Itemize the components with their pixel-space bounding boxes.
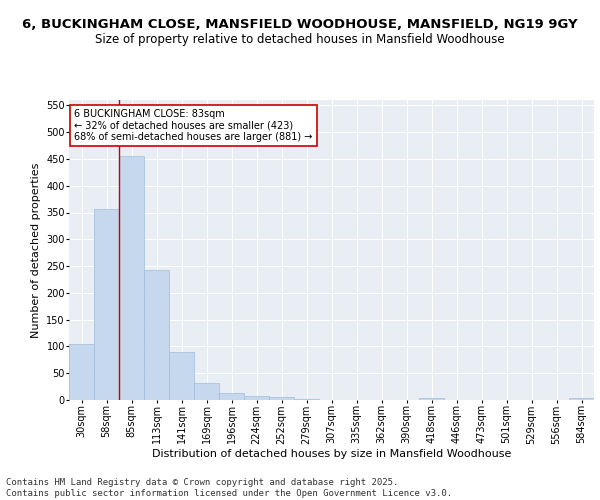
Text: 6, BUCKINGHAM CLOSE, MANSFIELD WOODHOUSE, MANSFIELD, NG19 9GY: 6, BUCKINGHAM CLOSE, MANSFIELD WOODHOUSE…	[22, 18, 578, 30]
Text: 6 BUCKINGHAM CLOSE: 83sqm
← 32% of detached houses are smaller (423)
68% of semi: 6 BUCKINGHAM CLOSE: 83sqm ← 32% of detac…	[74, 109, 313, 142]
Bar	[69, 344, 94, 400]
Bar	[294, 399, 319, 400]
Bar	[169, 352, 194, 400]
Bar	[94, 209, 119, 400]
Bar	[194, 384, 219, 400]
Bar	[119, 156, 144, 400]
Text: Size of property relative to detached houses in Mansfield Woodhouse: Size of property relative to detached ho…	[95, 32, 505, 46]
Bar	[219, 393, 244, 400]
Bar	[244, 396, 269, 400]
Bar	[269, 398, 294, 400]
Bar	[569, 398, 594, 400]
Bar	[144, 270, 169, 400]
Y-axis label: Number of detached properties: Number of detached properties	[31, 162, 41, 338]
Bar	[419, 398, 444, 400]
X-axis label: Distribution of detached houses by size in Mansfield Woodhouse: Distribution of detached houses by size …	[152, 449, 511, 459]
Text: Contains HM Land Registry data © Crown copyright and database right 2025.
Contai: Contains HM Land Registry data © Crown c…	[6, 478, 452, 498]
